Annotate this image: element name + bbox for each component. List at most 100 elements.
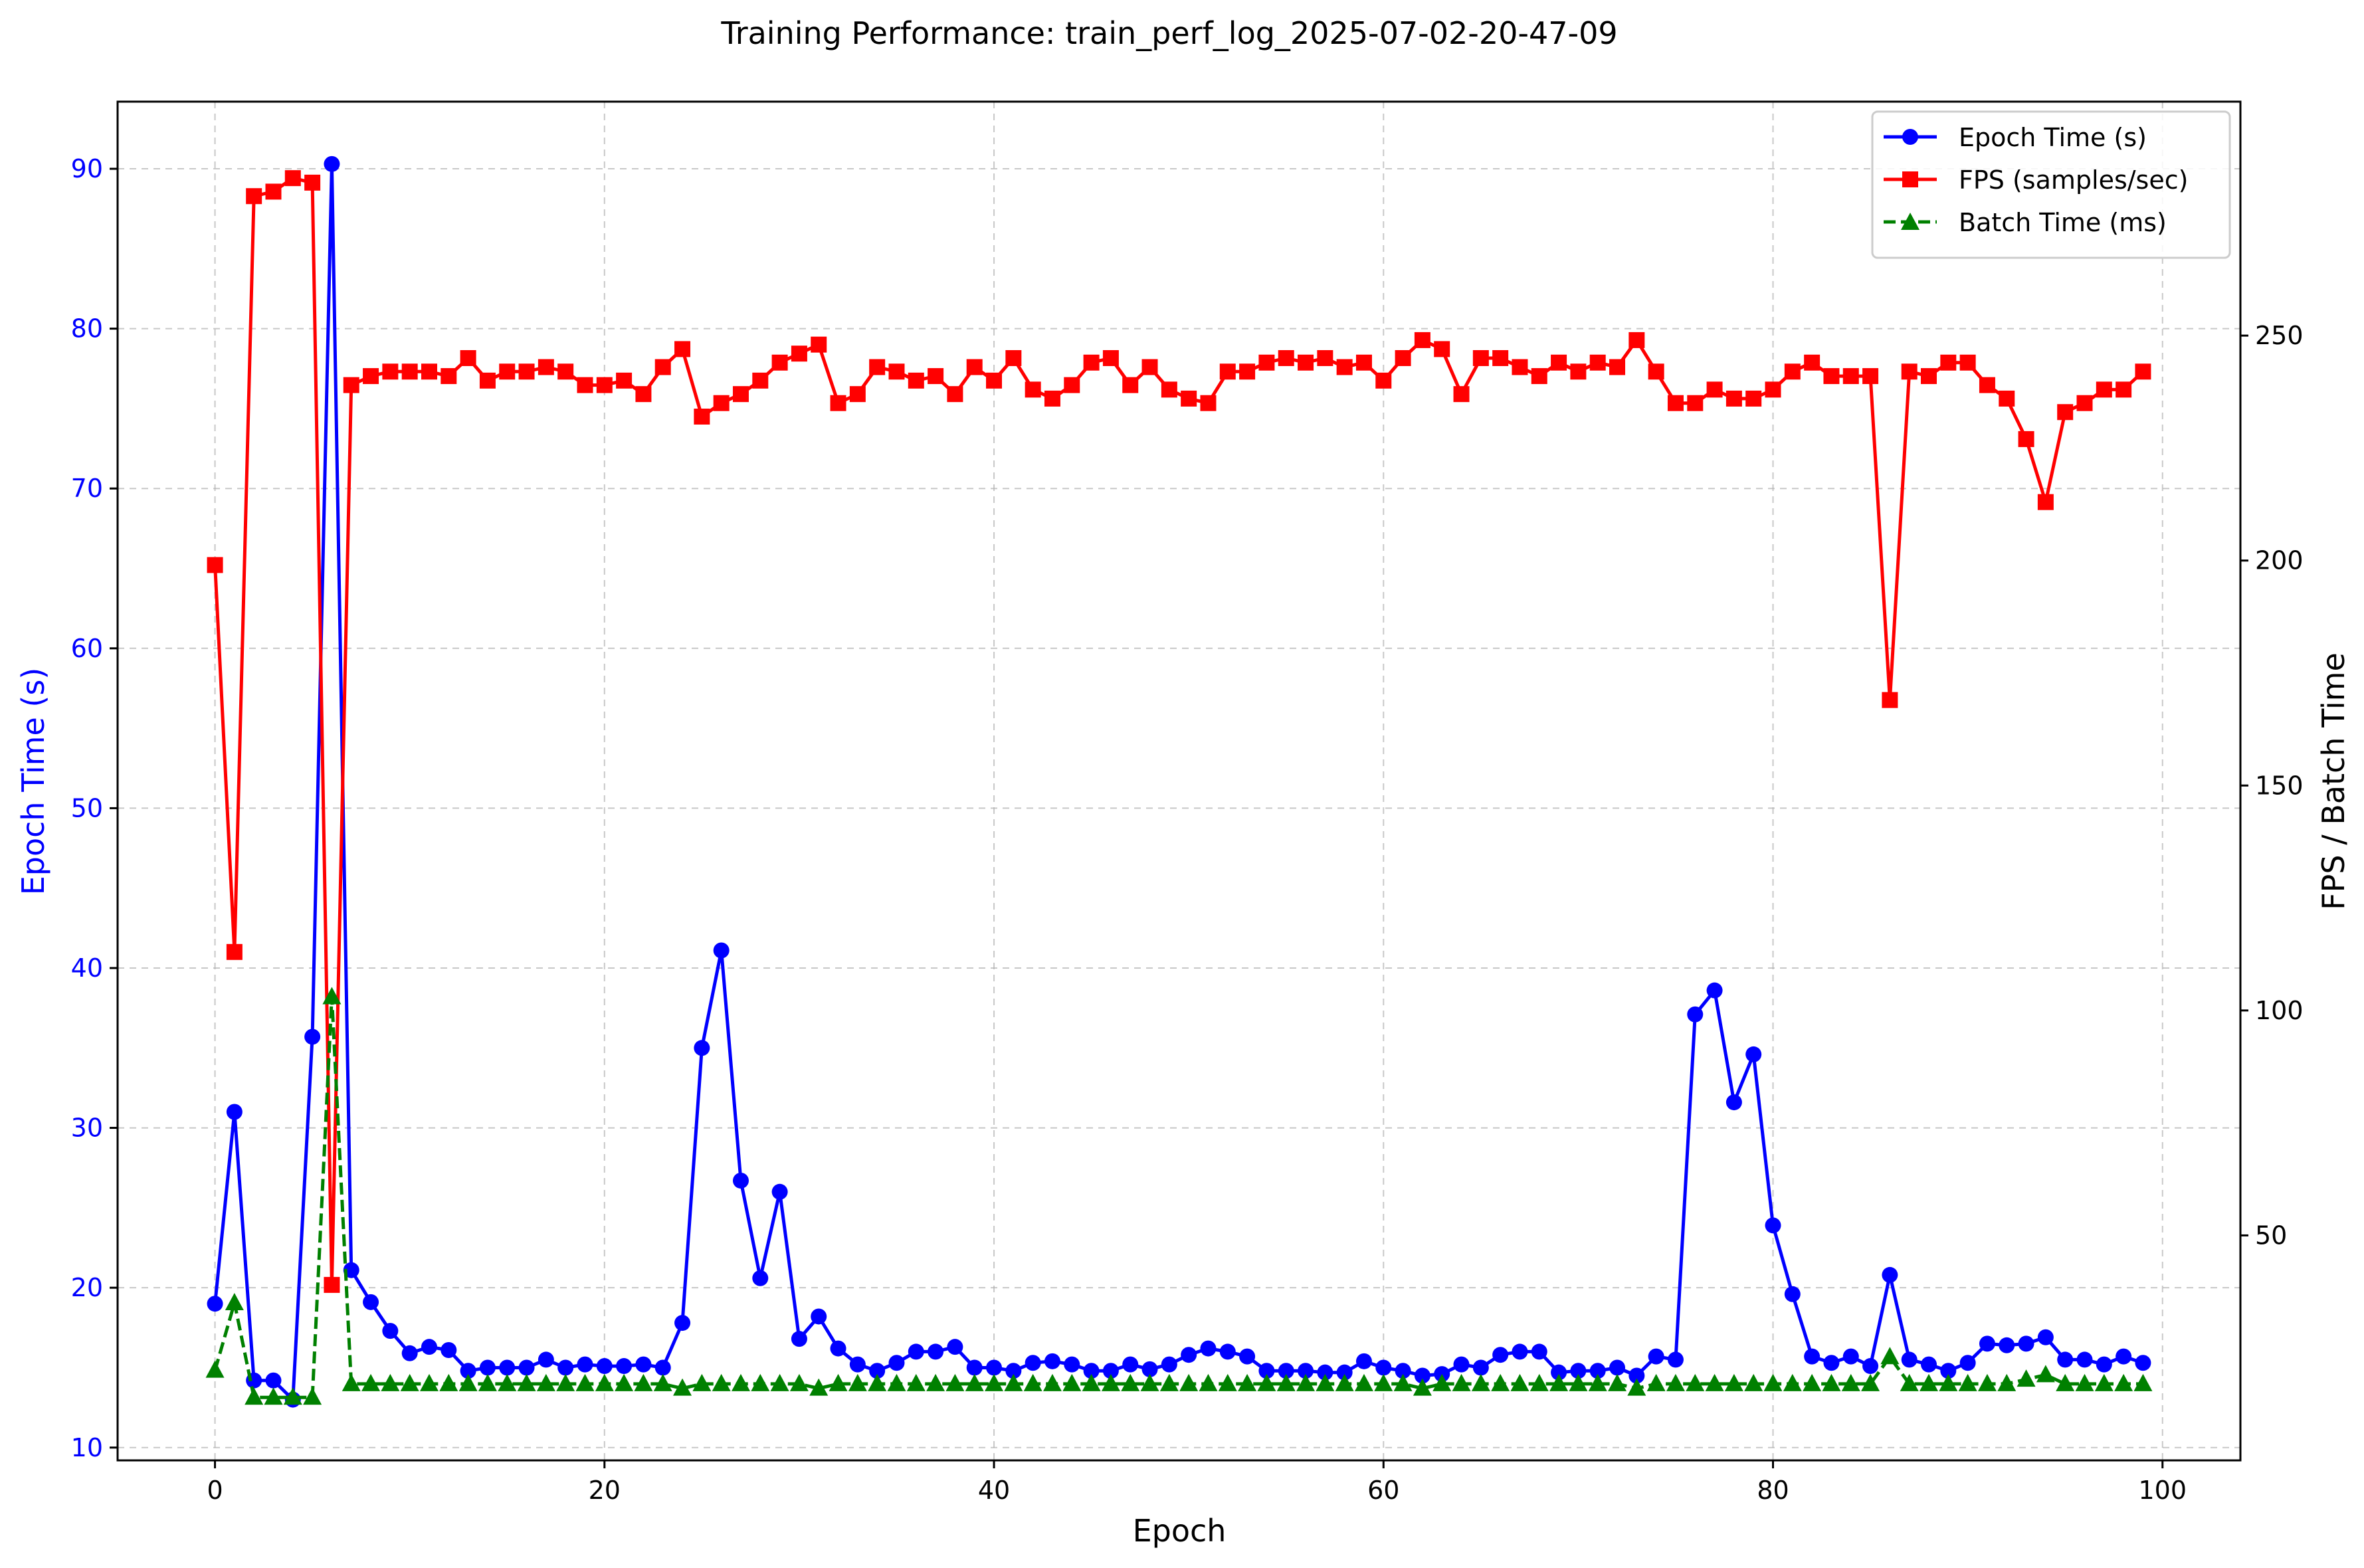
- series-line-epoch-time: [213, 162, 2144, 1402]
- point-epoch-time: [908, 1343, 924, 1360]
- point-fps: [1141, 359, 1158, 375]
- point-fps: [265, 183, 282, 200]
- point-epoch-time: [1239, 1348, 1256, 1365]
- point-fps: [518, 363, 535, 380]
- y-right-axis-title: FPS / Batch Time: [2315, 652, 2351, 910]
- point-batch-time: [478, 1373, 497, 1391]
- point-epoch-time: [1687, 1006, 1704, 1023]
- x-tick-label: 0: [207, 1476, 223, 1505]
- point-batch-time: [2017, 1369, 2036, 1387]
- y-left-tick-label: 80: [71, 314, 103, 343]
- point-epoch-time: [1278, 1363, 1294, 1379]
- point-epoch-time: [616, 1358, 633, 1375]
- point-fps: [1570, 363, 1587, 380]
- point-epoch-time: [1375, 1359, 1392, 1376]
- series-line-fps: [213, 176, 2145, 1287]
- point-epoch-time: [1531, 1343, 1547, 1360]
- point-epoch-time: [324, 155, 340, 172]
- point-batch-time: [829, 1373, 848, 1391]
- point-batch-time: [1588, 1373, 1607, 1391]
- point-fps: [1667, 395, 1684, 411]
- point-fps: [1512, 359, 1528, 375]
- point-fps: [1083, 354, 1100, 371]
- point-batch-time: [245, 1387, 264, 1405]
- point-epoch-time: [694, 1040, 710, 1056]
- point-fps: [1784, 363, 1801, 380]
- point-fps: [1687, 395, 1704, 411]
- point-fps: [596, 377, 613, 393]
- point-epoch-time: [1999, 1337, 2015, 1353]
- point-batch-time: [887, 1373, 906, 1391]
- point-batch-time: [712, 1373, 731, 1391]
- point-fps: [791, 345, 807, 362]
- point-epoch-time: [674, 1315, 691, 1331]
- point-batch-time: [1042, 1373, 1062, 1391]
- point-batch-time: [1783, 1373, 1802, 1391]
- point-epoch-time: [518, 1359, 535, 1376]
- legend: Epoch Time (s) FPS (samples/sec) Batch T…: [1871, 110, 2231, 259]
- point-batch-time: [1920, 1373, 1939, 1391]
- point-fps: [1921, 368, 1937, 385]
- y-left-axis-title: Epoch Time (s): [15, 668, 51, 896]
- point-fps: [732, 386, 749, 403]
- point-fps: [304, 174, 321, 191]
- x-tick-label: 20: [589, 1476, 621, 1505]
- point-batch-time: [2114, 1373, 2133, 1391]
- x-tick-label: 40: [978, 1476, 1010, 1505]
- point-batch-time: [1646, 1373, 1666, 1391]
- point-epoch-time: [421, 1339, 437, 1355]
- point-batch-time: [1880, 1347, 1900, 1365]
- point-fps: [1628, 332, 1645, 348]
- point-fps: [1414, 332, 1430, 348]
- point-batch-time: [1140, 1373, 1159, 1391]
- point-batch-time: [634, 1373, 653, 1391]
- point-fps: [1064, 377, 1080, 393]
- y-left-tick-label: 50: [71, 793, 103, 823]
- point-batch-time: [1997, 1373, 2017, 1391]
- point-batch-time: [1510, 1373, 1529, 1391]
- point-epoch-time: [1219, 1343, 1236, 1360]
- point-fps: [674, 341, 691, 357]
- point-batch-time: [1744, 1373, 1763, 1391]
- point-epoch-time: [1901, 1351, 1918, 1368]
- point-epoch-time: [557, 1359, 574, 1376]
- point-fps: [908, 372, 924, 389]
- point-epoch-time: [1823, 1355, 1840, 1371]
- point-fps: [1492, 349, 1509, 366]
- point-batch-time: [419, 1373, 439, 1391]
- point-fps: [401, 363, 418, 380]
- point-epoch-time: [363, 1294, 379, 1310]
- legend-box: [1871, 110, 2231, 259]
- point-batch-time: [1529, 1373, 1549, 1391]
- point-fps: [1979, 377, 1995, 393]
- point-fps: [1122, 377, 1139, 393]
- point-epoch-time: [1979, 1335, 1995, 1352]
- point-fps: [830, 395, 846, 411]
- point-fps: [1765, 381, 1781, 398]
- point-epoch-time: [1161, 1356, 1177, 1373]
- point-batch-time: [1491, 1373, 1510, 1391]
- y-right-tick-label: 100: [2255, 996, 2304, 1025]
- point-batch-time: [517, 1373, 536, 1391]
- point-fps: [1375, 372, 1392, 389]
- point-batch-time: [381, 1373, 400, 1391]
- point-fps: [2116, 381, 2132, 398]
- point-epoch-time: [1317, 1364, 1333, 1381]
- point-fps: [713, 395, 730, 411]
- point-fps: [460, 349, 476, 366]
- point-fps: [363, 368, 379, 385]
- point-epoch-time: [577, 1356, 593, 1373]
- point-fps: [246, 188, 262, 205]
- point-epoch-time: [1667, 1351, 1684, 1368]
- point-batch-time: [868, 1373, 887, 1391]
- point-fps: [577, 377, 593, 393]
- point-fps: [771, 354, 788, 371]
- point-batch-time: [1121, 1373, 1140, 1391]
- point-batch-time: [1822, 1373, 1841, 1391]
- point-batch-time: [498, 1373, 517, 1391]
- point-batch-time: [1958, 1373, 1977, 1391]
- point-epoch-time: [1141, 1361, 1158, 1377]
- point-batch-time: [1861, 1373, 1880, 1391]
- point-batch-time: [2075, 1373, 2094, 1391]
